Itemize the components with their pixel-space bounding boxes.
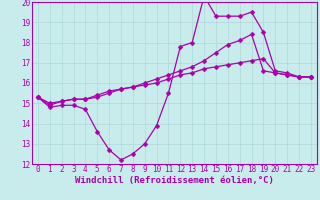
X-axis label: Windchill (Refroidissement éolien,°C): Windchill (Refroidissement éolien,°C) — [75, 176, 274, 185]
